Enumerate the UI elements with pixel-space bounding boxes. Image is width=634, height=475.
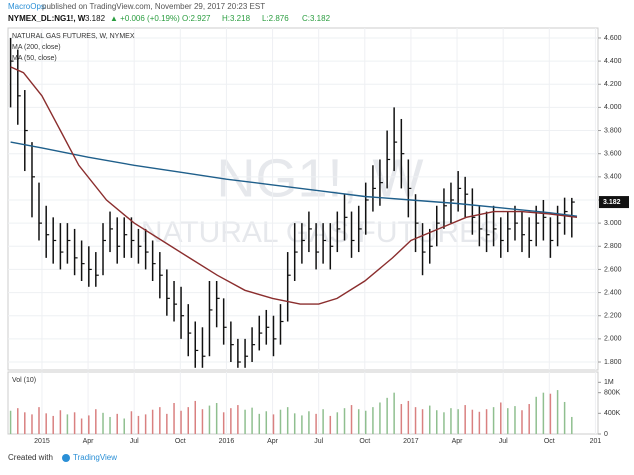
y-tick-label: 4.000 (604, 104, 622, 111)
change: ▲ +0.006 (+0.19%) (110, 14, 180, 23)
y-tick-label: 2.000 (604, 336, 622, 343)
watermark: NATURAL GAS FUTURES (141, 216, 499, 249)
y-tick-label: 4.400 (604, 58, 622, 65)
y-tick-label: 1M (604, 379, 614, 386)
y-tick-label: 400K (604, 410, 621, 417)
moving-average (10, 141, 578, 217)
volume-pane (7, 371, 599, 435)
x-tick-label: Oct (544, 438, 555, 445)
price-pane (7, 27, 599, 371)
x-tick-label: 2017 (403, 438, 419, 445)
last-price-label: 3.182 (603, 199, 621, 206)
footer-created: Created with (8, 453, 53, 462)
y-tick-label: 2.400 (604, 289, 622, 296)
x-tick-label: Apr (267, 438, 279, 445)
footer-brand: TradingView (73, 453, 117, 462)
publisher: MacroOps (8, 2, 45, 11)
open: O:2.927 (182, 14, 211, 23)
low: L:2.876 (262, 14, 289, 23)
x-tick-label: Jul (130, 438, 139, 445)
legend-entry: MA (50, close) (12, 55, 57, 62)
y-tick-label: 3.000 (604, 220, 622, 227)
published: published on TradingView.com, November 2… (42, 2, 265, 11)
y-tick-label: 4.600 (604, 35, 622, 42)
x-tick-label: 2015 (34, 438, 50, 445)
y-tick-label: 2.600 (604, 266, 622, 273)
price: 3.182 (85, 14, 106, 23)
x-tick-label: Apr (452, 438, 464, 445)
y-tick-label: 4.200 (604, 81, 622, 88)
y-tick-label: 3.400 (604, 174, 622, 181)
volume-label: Vol (10) (12, 377, 36, 384)
y-tick-label: 3.600 (604, 151, 622, 158)
high: H:3.218 (222, 14, 251, 23)
x-tick-label: Oct (359, 438, 370, 445)
x-tick-label: 2016 (219, 438, 235, 445)
x-tick-label: Jul (499, 438, 508, 445)
last-price-box (599, 196, 629, 209)
x-tick-label: Jul (314, 438, 323, 445)
x-tick-label: 201 (590, 438, 602, 445)
moving-average (10, 66, 578, 305)
y-tick-label: 0 (604, 431, 608, 438)
x-tick-label: Oct (175, 438, 186, 445)
brand-icon (62, 454, 70, 462)
legend-entry: MA (200, close) (12, 44, 61, 51)
y-tick-label: 1.800 (604, 359, 622, 366)
y-tick-label: 2.800 (604, 243, 622, 250)
close: C:3.182 (302, 14, 331, 23)
y-tick-label: 2.200 (604, 313, 622, 320)
x-tick-label: Apr (83, 438, 95, 445)
legend-entry: NATURAL GAS FUTURES, W, NYMEX (12, 33, 135, 40)
symbol: NYMEX_DL:NG1!, W (8, 14, 86, 23)
y-tick-label: 3.800 (604, 127, 622, 134)
y-tick-label: 800K (604, 390, 621, 397)
